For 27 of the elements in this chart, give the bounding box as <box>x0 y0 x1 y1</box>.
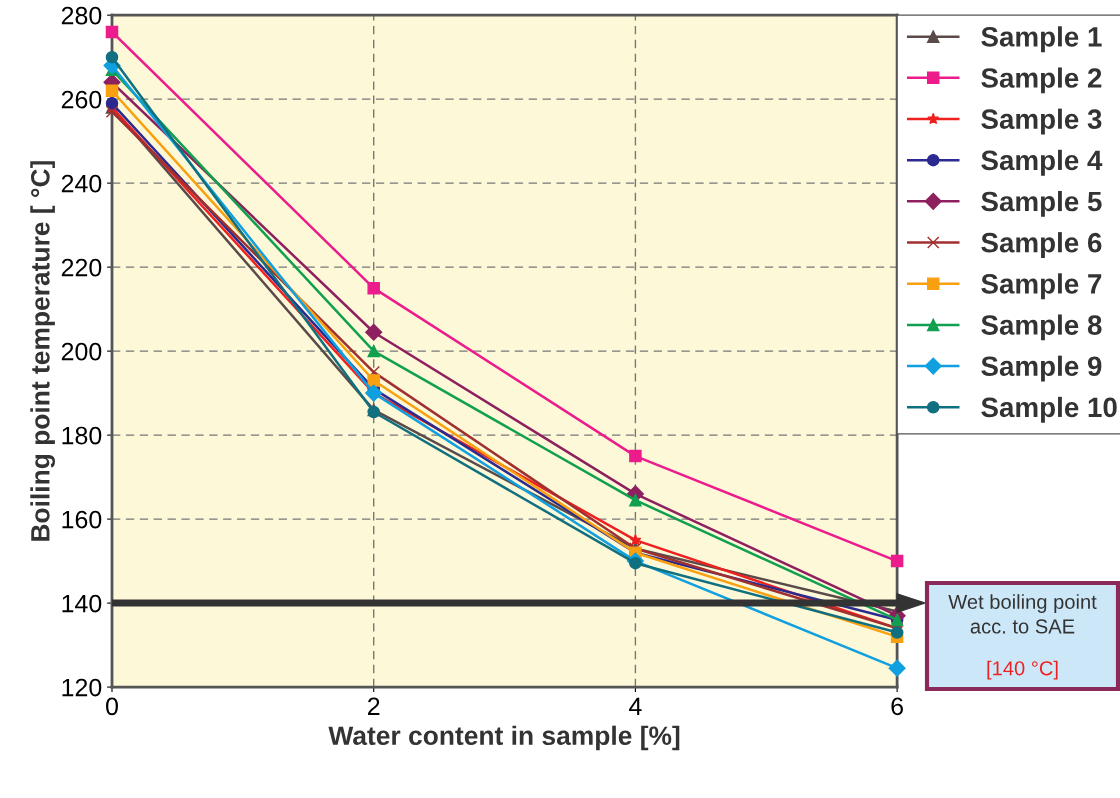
x-tick-label: 6 <box>891 697 903 716</box>
legend-label: Sample 2 <box>981 67 1102 94</box>
x-tick-label: 4 <box>629 697 642 715</box>
y-tick-label: 180 <box>62 426 102 445</box>
legend-label: Sample 4 <box>981 149 1103 176</box>
y-tick-label: 200 <box>61 342 102 361</box>
y-tick-label: 240 <box>61 174 102 193</box>
legend-label: Sample 9 <box>981 355 1102 382</box>
ref-line-label: Wet boiling point acc. to SAE <box>948 594 1097 634</box>
y-tick-label: 160 <box>62 510 102 529</box>
legend-label: Sample 3 <box>981 108 1102 135</box>
legend-label: Sample 5 <box>981 190 1102 217</box>
y-tick-label: 140 <box>62 594 102 613</box>
text: [140 °C] <box>987 660 1058 680</box>
legend-label: Sample 1 <box>981 26 1102 53</box>
y-tick-label: 220 <box>61 258 102 277</box>
y-axis-title: Boiling point temperature [ °C] <box>30 161 56 541</box>
y-tick-label: 120 <box>62 678 102 697</box>
x-tick-label: 2 <box>368 697 380 715</box>
x-axis-title: Water content in sample [%] <box>328 725 680 751</box>
legend-label: Sample 8 <box>981 314 1102 341</box>
legend-label: Sample 6 <box>981 232 1102 259</box>
x-tick-label: 0 <box>106 697 118 716</box>
y-tick-label: 260 <box>61 90 102 109</box>
y-tick-label: 280 <box>61 6 102 25</box>
legend-label: Sample 10 <box>981 396 1117 423</box>
legend-label: Sample 7 <box>981 273 1102 300</box>
